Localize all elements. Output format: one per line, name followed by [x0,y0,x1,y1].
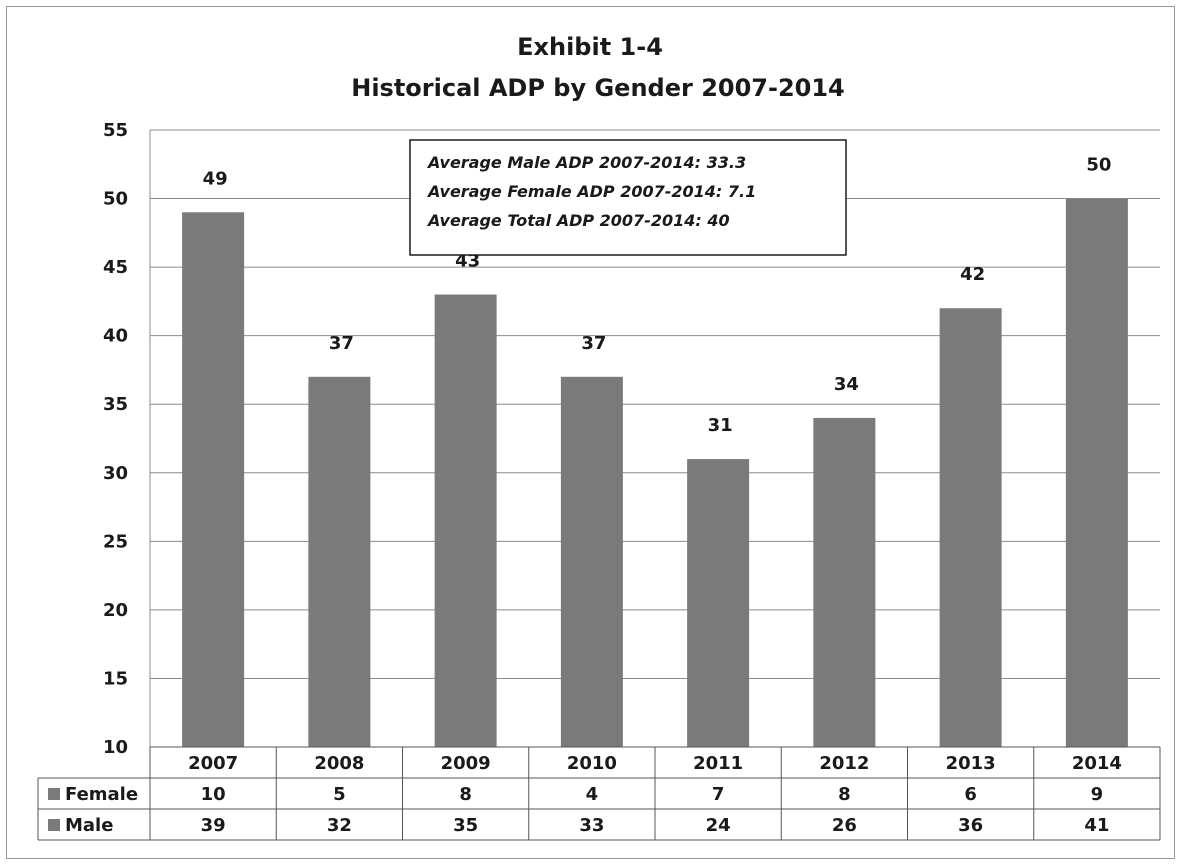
table-cell-male-2012: 26 [832,815,857,836]
y-tick-label-25: 25 [103,531,128,552]
legend-key-female [48,788,60,800]
data-table: 2007 2008 2009 2010 2011 2012 2013 2014 Female 10… [37,746,1161,841]
table-cell-female-2009: 8 [459,784,472,805]
data-label-2010: 37 [581,333,606,354]
table-cell-female-2012: 8 [838,784,851,805]
table-cell-female-2014: 9 [1091,784,1104,805]
averages-note-total: Average Total ADP 2007-2014: 40 [426,211,730,230]
averages-note-male: Average Male ADP 2007-2014: 33.3 [426,153,746,172]
bar-2014 [1065,198,1128,748]
data-label-2009: 43 [455,251,480,272]
y-axis-ticks: 10 15 20 25 30 35 40 45 50 55 [103,120,128,758]
y-tick-label-10: 10 [103,737,128,758]
y-tick-label-15: 15 [103,668,128,689]
data-label-2008: 37 [329,333,354,354]
x-tick-label-2009: 2009 [441,753,491,774]
data-labels: 49 37 43 37 31 34 42 50 [203,155,1112,437]
bar-2010 [560,376,623,747]
averages-note-box [409,139,847,256]
x-tick-label-2012: 2012 [819,753,869,774]
bar-2012 [813,417,876,747]
table-cell-female-2013: 6 [964,784,977,805]
table-cell-male-2010: 33 [579,815,604,836]
table-cell-female-2011: 7 [712,784,725,805]
chart-subtitle: Historical ADP by Gender 2007-2014 [351,74,845,102]
table-cell-male-2014: 41 [1084,815,1109,836]
y-tick-label-45: 45 [103,257,128,278]
x-tick-label-2008: 2008 [314,753,364,774]
x-tick-label-2013: 2013 [946,753,996,774]
legend-label-male: Male [65,815,113,836]
bar-2009 [434,294,497,747]
table-cell-male-2008: 32 [327,815,352,836]
chart-title: Exhibit 1-4 [517,33,663,61]
data-label-2007: 49 [203,168,228,189]
table-cell-male-2009: 35 [453,815,478,836]
legend-key-male [48,819,60,831]
y-tick-label-35: 35 [103,394,128,415]
y-tick-label-20: 20 [103,600,128,621]
data-label-2011: 31 [708,415,733,436]
data-label-2013: 42 [960,264,985,285]
bar-2008 [308,376,371,747]
chart-frame [6,6,1175,859]
y-tick-label-30: 30 [103,463,128,484]
table-cell-male-2007: 39 [201,815,226,836]
table-cell-male-2011: 24 [706,815,731,836]
y-tick-label-40: 40 [103,326,128,347]
table-cell-male-2013: 36 [958,815,983,836]
table-cell-female-2008: 5 [333,784,346,805]
averages-note: Average Male ADP 2007-2014: 33.3 Average… [409,139,847,256]
data-label-2012: 34 [834,374,859,395]
y-tick-label-50: 50 [103,189,128,210]
legend-label-female: Female [65,784,138,805]
x-tick-label-2014: 2014 [1072,753,1122,774]
data-label-2014: 50 [1086,155,1111,176]
bar-2013 [939,308,1002,747]
y-tick-label-55: 55 [103,120,128,141]
bar-2011 [687,459,750,747]
table-cell-female-2010: 4 [586,784,599,805]
bar-2007 [182,212,245,747]
table-cell-female-2007: 10 [201,784,226,805]
x-tick-label-2010: 2010 [567,753,617,774]
bars [182,198,1128,748]
averages-note-female: Average Female ADP 2007-2014: 7.1 [426,182,756,201]
x-tick-label-2007: 2007 [188,753,238,774]
x-tick-label-2011: 2011 [693,753,743,774]
